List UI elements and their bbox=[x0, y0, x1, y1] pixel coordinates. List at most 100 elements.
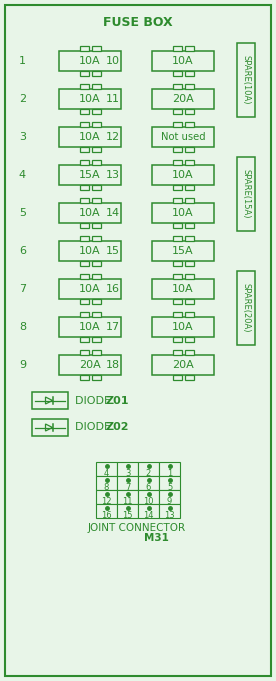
Bar bbox=[92, 147, 100, 152]
Text: 5: 5 bbox=[19, 208, 26, 218]
Bar bbox=[184, 312, 193, 317]
Bar bbox=[92, 350, 100, 355]
Bar bbox=[59, 165, 121, 185]
Bar bbox=[59, 279, 121, 299]
Bar bbox=[92, 337, 100, 342]
Bar bbox=[172, 84, 182, 89]
Bar bbox=[96, 476, 117, 490]
Text: 8: 8 bbox=[19, 322, 26, 332]
Bar bbox=[79, 46, 89, 51]
Text: 4: 4 bbox=[19, 170, 26, 180]
Bar bbox=[79, 261, 89, 266]
Text: 10A: 10A bbox=[172, 56, 194, 66]
Polygon shape bbox=[46, 424, 52, 431]
Bar bbox=[184, 84, 193, 89]
Text: 20A: 20A bbox=[172, 94, 194, 104]
Text: 18: 18 bbox=[106, 360, 120, 370]
Bar bbox=[96, 504, 117, 518]
Text: 7: 7 bbox=[125, 484, 130, 492]
Text: 10A: 10A bbox=[172, 208, 194, 218]
Text: 13: 13 bbox=[106, 170, 120, 180]
Text: 6: 6 bbox=[19, 246, 26, 256]
Bar bbox=[172, 122, 182, 127]
Bar bbox=[59, 89, 121, 109]
Text: 10A: 10A bbox=[172, 170, 194, 180]
Text: 15: 15 bbox=[122, 511, 133, 520]
Text: 10A: 10A bbox=[79, 322, 101, 332]
Bar bbox=[172, 236, 182, 241]
Bar bbox=[172, 350, 182, 355]
Bar bbox=[159, 462, 180, 476]
Bar bbox=[32, 419, 68, 436]
Bar bbox=[92, 71, 100, 76]
Bar bbox=[152, 355, 214, 375]
Bar bbox=[92, 236, 100, 241]
Text: 14: 14 bbox=[143, 511, 154, 520]
Bar bbox=[92, 274, 100, 279]
Bar bbox=[172, 185, 182, 190]
Bar bbox=[172, 109, 182, 114]
Bar bbox=[59, 203, 121, 223]
Bar bbox=[79, 160, 89, 165]
Bar bbox=[92, 46, 100, 51]
Text: 10A: 10A bbox=[79, 284, 101, 294]
Bar bbox=[59, 355, 121, 375]
Bar bbox=[172, 274, 182, 279]
Text: 17: 17 bbox=[106, 322, 120, 332]
Text: SPARE(10A): SPARE(10A) bbox=[242, 55, 251, 105]
Bar bbox=[79, 71, 89, 76]
Bar bbox=[172, 46, 182, 51]
Bar bbox=[172, 71, 182, 76]
Text: 1: 1 bbox=[167, 469, 172, 479]
Bar bbox=[92, 122, 100, 127]
Bar bbox=[184, 160, 193, 165]
Bar bbox=[152, 127, 214, 147]
Bar bbox=[152, 89, 214, 109]
Bar bbox=[184, 350, 193, 355]
Bar bbox=[79, 223, 89, 228]
Bar bbox=[59, 127, 121, 147]
Text: 9: 9 bbox=[167, 498, 172, 507]
Text: 4: 4 bbox=[104, 469, 109, 479]
Bar bbox=[59, 317, 121, 337]
Bar bbox=[184, 109, 193, 114]
Bar bbox=[237, 271, 255, 345]
Polygon shape bbox=[46, 397, 52, 404]
Bar bbox=[172, 261, 182, 266]
Bar bbox=[152, 203, 214, 223]
Text: 9: 9 bbox=[19, 360, 26, 370]
Bar bbox=[79, 299, 89, 304]
Bar bbox=[92, 299, 100, 304]
Bar bbox=[138, 476, 159, 490]
Text: 10A: 10A bbox=[172, 284, 194, 294]
Text: 10A: 10A bbox=[79, 246, 101, 256]
Bar bbox=[184, 274, 193, 279]
Bar bbox=[152, 279, 214, 299]
Text: 11: 11 bbox=[106, 94, 120, 104]
Text: 10: 10 bbox=[106, 56, 120, 66]
Text: 5: 5 bbox=[167, 484, 172, 492]
Text: 14: 14 bbox=[106, 208, 120, 218]
Bar bbox=[32, 392, 68, 409]
Text: SPARE(20A): SPARE(20A) bbox=[242, 283, 251, 333]
Bar bbox=[92, 198, 100, 203]
Bar bbox=[117, 462, 138, 476]
Text: 15: 15 bbox=[106, 246, 120, 256]
Text: 3: 3 bbox=[125, 469, 130, 479]
Bar bbox=[79, 312, 89, 317]
Text: DIODE: DIODE bbox=[75, 396, 115, 405]
Bar bbox=[159, 504, 180, 518]
Text: 8: 8 bbox=[104, 484, 109, 492]
Text: 16: 16 bbox=[101, 511, 112, 520]
Bar bbox=[172, 223, 182, 228]
Bar bbox=[184, 337, 193, 342]
Text: 6: 6 bbox=[146, 484, 151, 492]
Bar bbox=[138, 462, 159, 476]
Text: Z02: Z02 bbox=[105, 422, 129, 432]
Bar bbox=[117, 476, 138, 490]
Bar bbox=[79, 236, 89, 241]
Bar bbox=[79, 122, 89, 127]
Bar bbox=[184, 185, 193, 190]
Bar bbox=[92, 312, 100, 317]
Text: 12: 12 bbox=[106, 132, 120, 142]
